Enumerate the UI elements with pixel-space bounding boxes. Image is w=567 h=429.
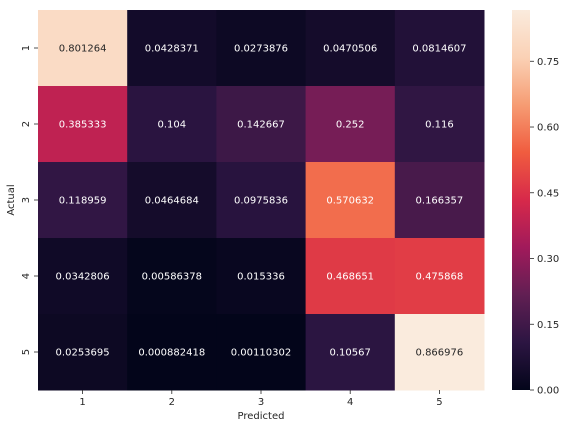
y-tick-label: 3 — [21, 197, 32, 203]
cell-value-label: 0.0273876 — [234, 44, 288, 55]
cell-value-label: 0.0428371 — [145, 44, 199, 55]
cell-value-label: 0.0814607 — [412, 44, 466, 55]
heatmap-cell — [305, 162, 396, 239]
x-tick-label: 1 — [79, 397, 85, 408]
heatmap-cell — [127, 10, 217, 87]
y-tick-label: 1 — [21, 45, 32, 51]
cell-value-label: 0.000882418 — [138, 348, 205, 359]
colorbar-tick-label: 0.00 — [537, 386, 559, 397]
cell-value-label: 0.570632 — [326, 196, 374, 207]
cell-value-label: 0.104 — [157, 120, 186, 131]
heatmap-cell — [216, 10, 307, 87]
cell-value-label: 0.166357 — [416, 196, 464, 207]
heatmap-cell — [394, 238, 485, 315]
cell-value-label: 0.10567 — [330, 348, 371, 359]
colorbar-tick-label: 0.30 — [537, 254, 559, 265]
heatmap-cells — [38, 10, 485, 391]
cell-value-label: 0.015336 — [237, 272, 285, 283]
colorbar-tick-label: 0.15 — [537, 320, 559, 331]
heatmap-cell — [216, 314, 307, 391]
heatmap-cell — [127, 238, 217, 315]
heatmap-cell — [38, 10, 128, 87]
x-tick-label: 4 — [347, 397, 353, 408]
heatmap-cell — [38, 86, 128, 163]
colorbar-ticks: 0.00 0.15 0.30 0.45 0.60 0.75 — [530, 57, 559, 397]
heatmap-cell — [305, 86, 396, 163]
heatmap-cell — [38, 162, 128, 239]
y-tick-label: 2 — [21, 121, 32, 127]
cell-value-label: 0.468651 — [326, 272, 374, 283]
cell-value-label: 0.801264 — [59, 44, 107, 55]
heatmap-cell — [394, 162, 485, 239]
heatmap-cell — [394, 10, 485, 87]
x-axis-ticks: 1 2 3 4 5 — [79, 390, 443, 408]
cell-value-label: 0.0342806 — [56, 272, 110, 283]
heatmap-cell — [394, 314, 485, 391]
heatmap-cell — [216, 86, 307, 163]
cell-value-label: 0.142667 — [237, 120, 285, 131]
cell-value-label: 0.475868 — [416, 272, 464, 283]
x-axis-title: Predicted — [238, 411, 285, 422]
cell-value-label: 0.0253695 — [56, 348, 110, 359]
heatmap-cell-labels: 0.801264 0.0428371 0.0273876 0.0470506 0.081… — [56, 44, 467, 359]
cell-value-label: 0.0470506 — [323, 44, 377, 55]
cell-value-label: 0.866976 — [416, 348, 464, 359]
cell-value-label: 0.0464684 — [145, 196, 199, 207]
heatmap-cell — [38, 238, 128, 315]
heatmap-cell — [127, 314, 217, 391]
colorbar — [512, 10, 530, 390]
colorbar-tick-label: 0.60 — [537, 123, 559, 134]
y-axis-title: Actual — [6, 184, 17, 215]
cell-value-label: 0.252 — [336, 120, 365, 131]
cell-value-label: 0.0975836 — [234, 196, 288, 207]
heatmap-cell — [305, 314, 396, 391]
colorbar-tick-label: 0.45 — [537, 188, 559, 199]
heatmap-cell — [127, 162, 217, 239]
heatmap-cell — [305, 238, 396, 315]
cell-value-label: 0.116 — [425, 120, 454, 131]
x-tick-label: 3 — [258, 397, 264, 408]
y-tick-label: 4 — [21, 273, 32, 279]
x-tick-label: 5 — [436, 397, 442, 408]
x-tick-label: 2 — [169, 397, 175, 408]
heatmap-cell — [394, 86, 485, 163]
heatmap-cell — [216, 238, 307, 315]
colorbar-tick-label: 0.75 — [537, 57, 559, 68]
cell-value-label: 0.118959 — [59, 196, 107, 207]
cell-value-label: 0.385333 — [59, 120, 107, 131]
y-tick-label: 5 — [21, 349, 32, 355]
heatmap-cell — [216, 162, 307, 239]
cell-value-label: 0.00586378 — [142, 272, 202, 283]
cell-value-label: 0.00110302 — [231, 348, 291, 359]
heatmap-cell — [127, 86, 217, 163]
heatmap-cell — [305, 10, 396, 87]
heatmap-cell — [38, 314, 128, 391]
y-axis-ticks: 1 2 3 4 5 — [21, 45, 38, 355]
